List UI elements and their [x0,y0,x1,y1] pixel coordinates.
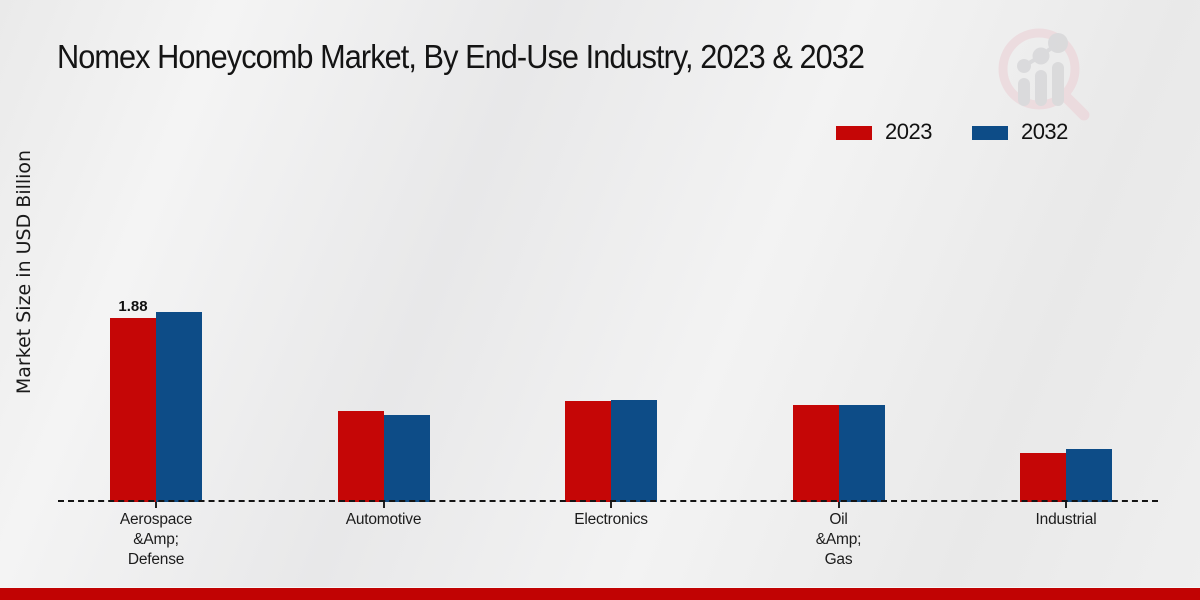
x-axis-category-label: Electronics [574,511,648,528]
legend-label-2023: 2023 [885,119,932,144]
bar-2023-category-3 [565,401,611,502]
bar-2023-category-4 [792,405,839,502]
legend: 2023 2032 [836,119,1068,145]
legend-label-2032: 2032 [1020,119,1068,144]
bar-2032-category-5 [1066,449,1112,502]
x-axis-tick [382,502,385,508]
x-axis-category-label: Automotive [345,511,422,528]
x-axis-baseline [58,500,1158,502]
x-axis-category-label: Oil &Amp; Gas [815,511,862,568]
x-axis-category-label: Aerospace &Amp; Defense [119,511,193,568]
footer-bar [0,587,1200,600]
x-axis-category-label: Industrial [1035,511,1097,528]
chart-title: Nomex Honeycomb Market, By End-Use Indus… [57,38,865,75]
bar-2023-category-5 [1020,453,1066,502]
x-axis-tick [837,502,840,508]
x-axis-tick [610,502,612,508]
bar-2032-category-2 [383,415,430,502]
x-axis-tick [1065,502,1067,508]
x-axis-tick [155,502,157,508]
bar-value-label: 1.88 [118,298,148,315]
legend-item-2032: 2032 [971,119,1068,145]
legend-swatch-2023 [836,126,872,140]
bar-2032-category-4 [838,405,885,502]
bar-2032-category-1 [156,312,202,502]
legend-item-2023: 2023 [836,119,932,145]
magnifier-bar-chart-logo [998,28,1090,121]
legend-swatch-2032 [971,126,1008,140]
bar-2023-category-1 [110,318,156,502]
bar-2032-category-3 [611,400,657,502]
y-axis-label: Market Size in USD Billion [13,149,35,395]
bar-2023-category-2 [337,411,384,502]
